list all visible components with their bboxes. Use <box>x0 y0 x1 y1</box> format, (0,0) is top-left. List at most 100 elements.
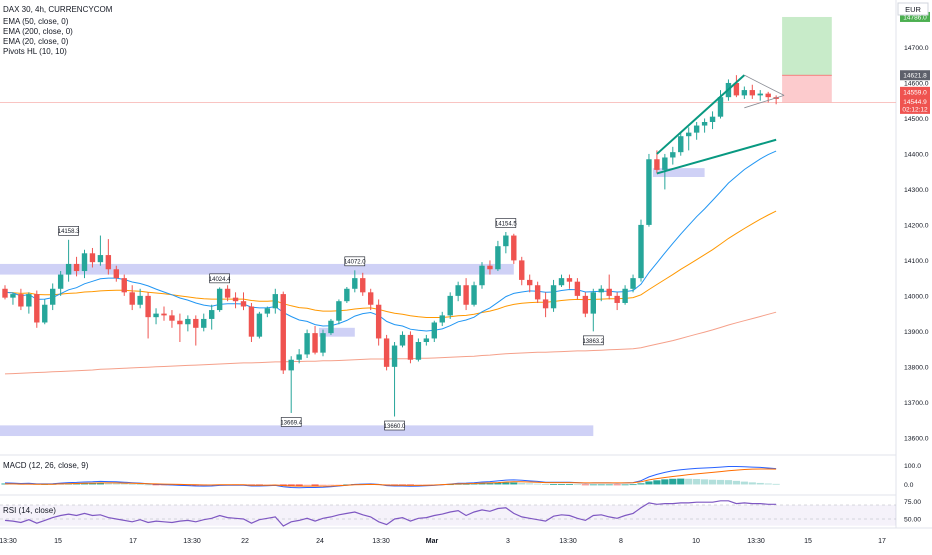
rsi-pane: 75.00 50.00 <box>0 499 921 527</box>
macd-histogram-bar <box>740 481 748 485</box>
time-tick-label: 17 <box>878 538 886 545</box>
price-axis-tag <box>900 86 930 97</box>
macd-histogram-bar <box>470 483 478 485</box>
candle-body <box>209 310 215 319</box>
candle-body <box>487 265 493 270</box>
currency-badge[interactable]: EUR <box>897 2 929 16</box>
macd-histogram-bar <box>96 482 104 485</box>
macd-label[interactable]: MACD (12, 26, close, 9) <box>3 461 89 470</box>
macd-histogram-bar <box>756 482 764 485</box>
candle-body <box>193 318 199 328</box>
pivot-label-box <box>280 417 302 427</box>
time-tick-label: 3 <box>506 538 510 545</box>
candle-body <box>542 299 549 309</box>
price-tick-label: 14600.0 <box>904 80 929 87</box>
candle-body <box>240 301 247 307</box>
candle-body <box>360 278 366 293</box>
macd-histogram-bar <box>462 483 470 485</box>
candle-body <box>558 278 565 286</box>
candle-body <box>423 338 430 342</box>
candle-body <box>622 288 628 303</box>
candle-body <box>344 288 350 302</box>
zones-layer <box>0 168 705 437</box>
macd-histogram-bar <box>629 484 637 486</box>
pivot-label-box <box>344 256 366 267</box>
price-axis-tag-label: 02:12:12 <box>902 106 928 113</box>
macd-histogram-bar <box>764 483 772 485</box>
macd-histogram-bar <box>311 484 319 486</box>
macd-histogram-bar <box>716 479 725 485</box>
candle-body <box>495 246 501 270</box>
candle-body <box>177 320 183 325</box>
macd-histogram-bar <box>152 484 160 486</box>
price-tick-label: 14400.0 <box>904 151 929 158</box>
candle-body <box>65 263 72 275</box>
time-axis: 13:30 15 17 13:30 22 24 13:30 Mar 3 13:30 8 10 13:30… <box>0 538 886 545</box>
macd-histogram-bar <box>104 483 112 485</box>
macd-histogram-bar <box>518 482 526 485</box>
price-axis-tag <box>900 11 930 22</box>
candle-body <box>511 235 517 261</box>
macd-histogram-bar <box>502 482 510 485</box>
macd-histogram-bar <box>669 478 677 485</box>
time-tick-label: 17 <box>129 538 137 545</box>
candle-body <box>646 159 652 225</box>
ema50-line <box>4 210 777 318</box>
candle-body <box>686 132 692 137</box>
pivot-label: 14158.3 <box>58 229 80 235</box>
macd-histogram-bar <box>565 484 574 485</box>
pivot-label: 13863.2 <box>582 339 604 345</box>
candle-body <box>757 93 763 96</box>
price-tick-label: 14700.0 <box>904 45 929 52</box>
macd-histogram-bar <box>708 479 717 485</box>
pivot-label-box <box>58 226 79 236</box>
candle-body <box>630 278 636 289</box>
candle-body <box>2 288 8 298</box>
legend-ema200[interactable]: EMA (200, close, 0) <box>3 27 73 36</box>
candle-body <box>407 334 414 360</box>
legend-ema50[interactable]: EMA (50, close, 0) <box>3 17 69 26</box>
candle-body <box>352 278 358 289</box>
candle-body <box>57 274 64 289</box>
price-tick-label: 13700.0 <box>904 400 929 407</box>
support-resistance-zone <box>319 327 355 337</box>
macd-histogram-bar <box>685 478 693 485</box>
pivot-label-box <box>495 218 517 228</box>
time-tick-label: 13:30 <box>747 538 765 545</box>
support-resistance-zone <box>0 425 594 437</box>
candle-body <box>590 292 596 314</box>
legend-pivots[interactable]: Pivots HL (10, 10) <box>3 47 67 56</box>
macd-histogram-bar <box>542 484 550 485</box>
price-tick-label: 13900.0 <box>904 329 929 336</box>
ema20-line <box>4 150 777 332</box>
candle-body <box>471 285 477 305</box>
candle-body <box>121 278 127 293</box>
time-tick-label: 15 <box>804 538 812 545</box>
candle-body <box>216 288 223 311</box>
chart-title: DAX 30, 4h, CURRENCYCOM <box>3 5 113 14</box>
currency-label: EUR <box>905 5 921 14</box>
candles-layer <box>2 75 779 417</box>
macd-histogram-bar <box>144 484 152 486</box>
candle-body <box>280 294 286 371</box>
support-resistance-zone <box>0 263 514 275</box>
macd-histogram-bar <box>1 483 9 485</box>
price-tick-label: 14100.0 <box>904 258 929 265</box>
rsi-label[interactable]: RSI (14, close) <box>3 506 56 515</box>
macd-histogram-bar <box>748 482 756 485</box>
macd-histogram-bar <box>494 482 502 485</box>
candle-body <box>248 306 255 337</box>
macd-histogram-bar <box>724 480 733 485</box>
pivot-label: 14072.0 <box>344 260 366 266</box>
candle-body <box>336 301 342 321</box>
legend-ema20[interactable]: EMA (20, close, 0) <box>3 37 69 46</box>
candle-body <box>701 122 708 126</box>
time-tick-label: 13:30 <box>0 538 17 545</box>
rsi-line <box>4 500 777 527</box>
rsi-tick-label: 50.00 <box>904 517 921 524</box>
macd-histogram-bar <box>414 484 422 486</box>
candle-body <box>169 315 175 321</box>
ema200-line <box>4 311 777 375</box>
